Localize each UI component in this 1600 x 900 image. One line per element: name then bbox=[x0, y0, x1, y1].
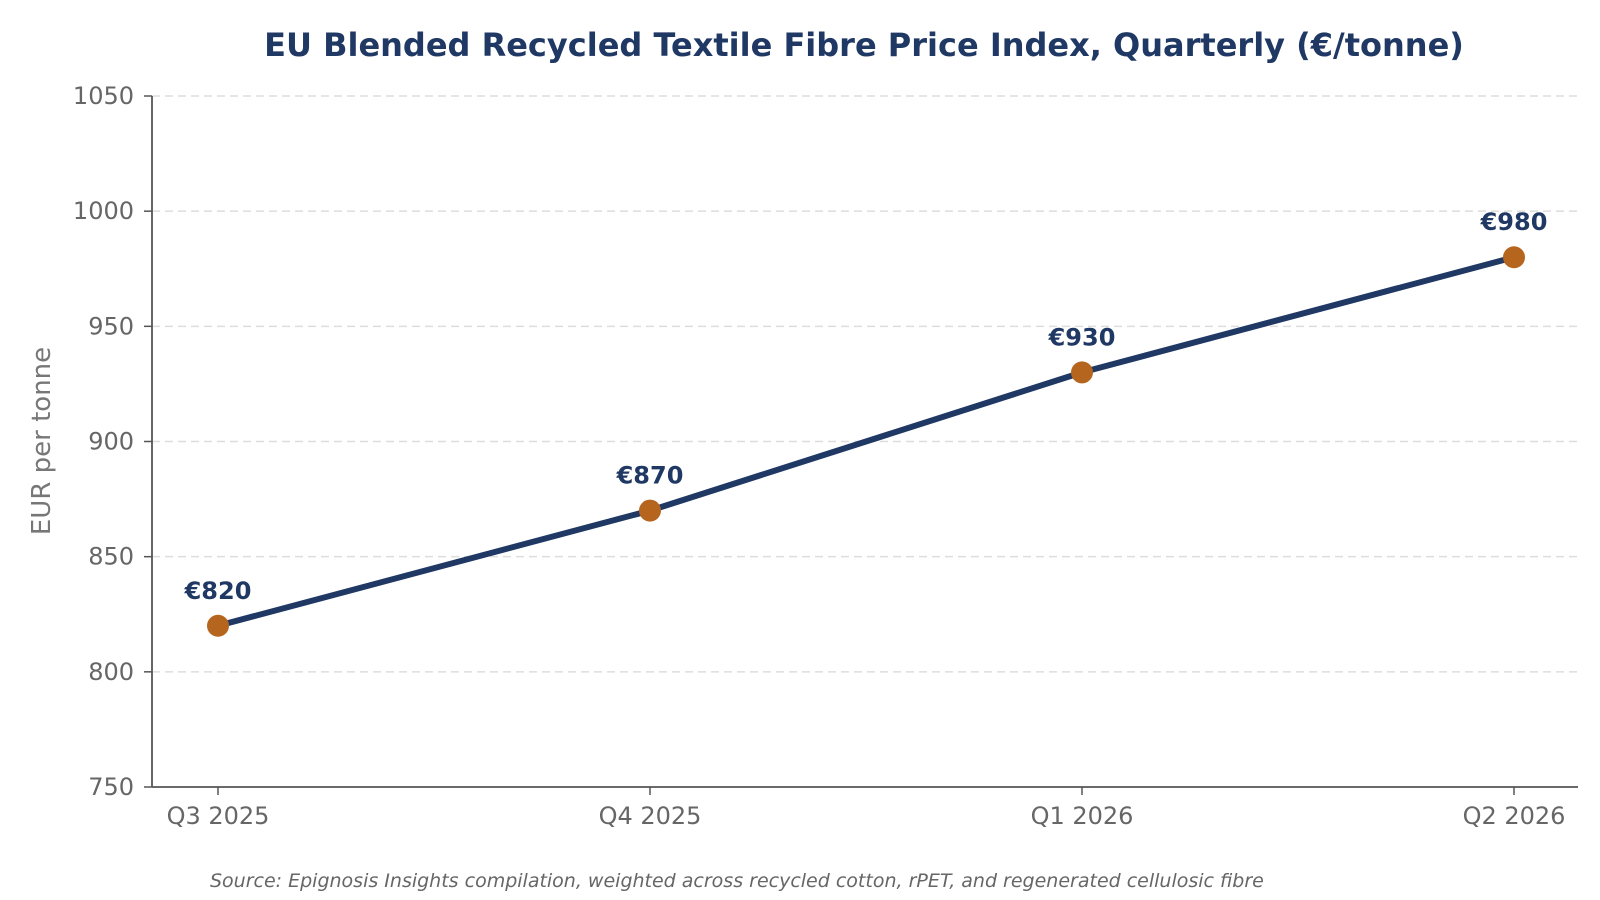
data-points bbox=[207, 246, 1525, 637]
source-note: Source: Epignosis Insights compilation, … bbox=[210, 870, 1264, 892]
y-tick-label: 750 bbox=[88, 773, 134, 801]
data-point-label: €820 bbox=[184, 577, 252, 605]
y-tick-label: 950 bbox=[88, 312, 134, 340]
data-point-marker bbox=[1071, 361, 1093, 384]
x-axis-ticks: Q3 2025 Q4 2025 Q1 2026 Q2 2026 bbox=[167, 787, 1566, 830]
x-tick-label: Q1 2026 bbox=[1031, 802, 1134, 830]
data-labels: €820 €870 €930 €980 bbox=[184, 208, 1548, 605]
y-tick-label: 1050 bbox=[73, 82, 134, 110]
y-tick-label: 900 bbox=[88, 428, 134, 456]
y-axis-label: EUR per tonne bbox=[27, 347, 57, 535]
series-line bbox=[215, 254, 1517, 629]
y-axis-ticks: 750 800 850 900 950 1000 1050 bbox=[73, 82, 152, 801]
chart-title: EU Blended Recycled Textile Fibre Price … bbox=[264, 26, 1464, 64]
y-tick-label: 1000 bbox=[73, 197, 134, 225]
data-point-marker bbox=[1503, 246, 1525, 269]
x-tick-label: Q4 2025 bbox=[599, 802, 702, 830]
data-point-label: €870 bbox=[616, 462, 684, 490]
data-point-label: €980 bbox=[1480, 208, 1548, 236]
data-point-marker bbox=[207, 614, 229, 637]
x-tick-label: Q3 2025 bbox=[167, 802, 270, 830]
y-tick-label: 800 bbox=[88, 658, 134, 686]
x-tick-label: Q2 2026 bbox=[1463, 802, 1566, 830]
data-point-label: €930 bbox=[1048, 323, 1116, 351]
data-point-marker bbox=[639, 499, 661, 522]
y-tick-label: 850 bbox=[88, 543, 134, 571]
grid-lines bbox=[152, 95, 1578, 673]
